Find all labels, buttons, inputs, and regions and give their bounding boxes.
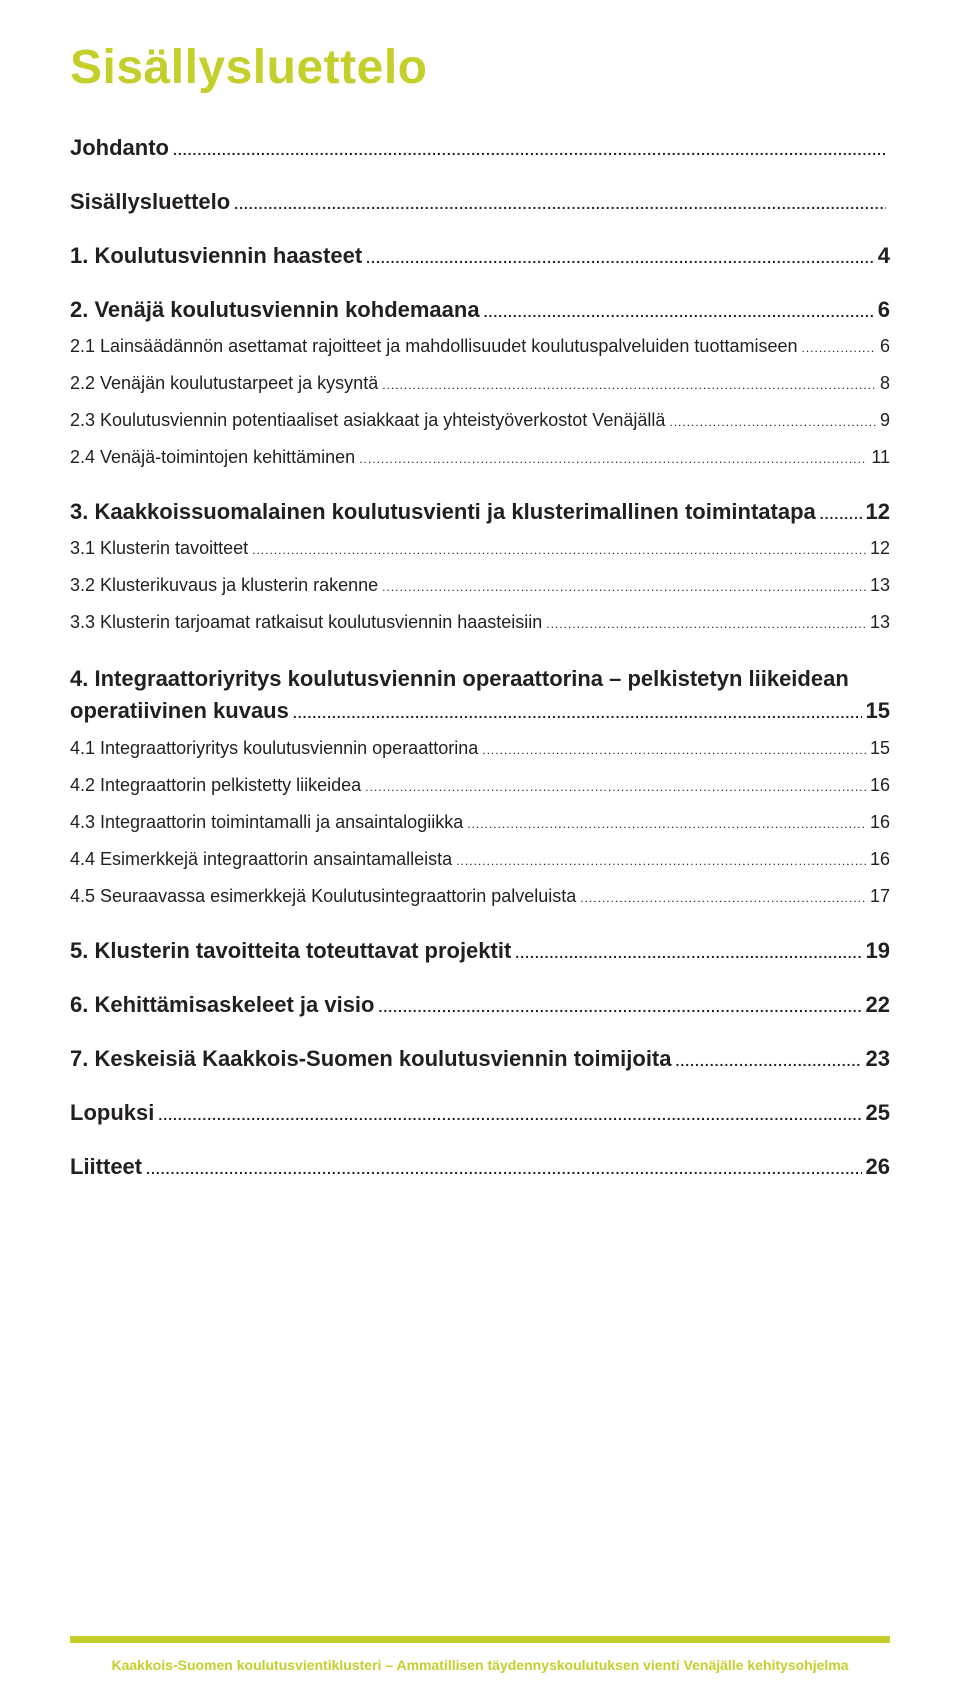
toc-label: 4.2 Integraattorin pelkistetty liikeidea — [70, 772, 361, 799]
toc-label: 3. Kaakkoissuomalainen koulutusvienti ja… — [70, 499, 816, 525]
toc-dots — [365, 772, 866, 799]
toc-page: 4 — [878, 243, 890, 269]
toc-dots — [515, 938, 861, 964]
toc-dots — [820, 499, 862, 525]
toc-page: 6 — [878, 297, 890, 323]
toc-entry: Sisällysluettelo — [70, 189, 890, 215]
toc-entry: 3.2 Klusterikuvaus ja klusterin rakenne 1… — [70, 572, 890, 599]
toc-entry: 2.3 Koulutusviennin potentiaaliset asiak… — [70, 407, 890, 434]
toc-dots — [379, 992, 862, 1018]
toc-entry: 2.2 Venäjän koulutustarpeet ja kysyntä 8 — [70, 370, 890, 397]
toc-label: 4.1 Integraattoriyritys koulutusviennin … — [70, 735, 478, 762]
toc-entry: 4.2 Integraattorin pelkistetty liikeidea… — [70, 772, 890, 799]
toc-page: 8 — [880, 370, 890, 397]
toc-entry: 2.1 Lainsäädännön asettamat rajoitteet j… — [70, 333, 890, 360]
toc-entry: 5. Klusterin tavoitteita toteuttavat pro… — [70, 938, 890, 964]
toc-label: 2.3 Koulutusviennin potentiaaliset asiak… — [70, 407, 665, 434]
toc-dots — [580, 883, 866, 910]
table-of-contents: Johdanto Sisällysluettelo 1. Koulutusvienn… — [70, 135, 890, 1180]
toc-label: 2.1 Lainsäädännön asettamat rajoitteet j… — [70, 333, 798, 360]
toc-page: 26 — [866, 1154, 890, 1180]
toc-page: 16 — [870, 772, 890, 799]
toc-page: 16 — [870, 846, 890, 873]
toc-label: 3.3 Klusterin tarjoamat ratkaisut koulut… — [70, 609, 542, 636]
toc-label: 2.4 Venäjä-toimintojen kehittäminen — [70, 444, 355, 471]
toc-entry: 3.3 Klusterin tarjoamat ratkaisut koulut… — [70, 609, 890, 636]
toc-page: 13 — [870, 609, 890, 636]
toc-entry: 4. Integraattoriyritys koulutusviennin o… — [70, 664, 890, 725]
toc-dots — [366, 243, 874, 269]
toc-page: 23 — [866, 1046, 890, 1072]
toc-label: 4.4 Esimerkkejä integraattorin ansaintam… — [70, 846, 452, 873]
toc-label: 2.2 Venäjän koulutustarpeet ja kysyntä — [70, 370, 378, 397]
toc-label: 5. Klusterin tavoitteita toteuttavat pro… — [70, 938, 511, 964]
toc-dots — [456, 846, 866, 873]
toc-label: 6. Kehittämisaskeleet ja visio — [70, 992, 375, 1018]
toc-dots — [359, 444, 867, 471]
toc-page: 25 — [866, 1100, 890, 1126]
toc-page: 9 — [880, 407, 890, 434]
toc-dots — [802, 333, 876, 360]
toc-page: 6 — [880, 333, 890, 360]
toc-dots — [158, 1100, 861, 1126]
toc-label: 2. Venäjä koulutusviennin kohdemaana — [70, 297, 480, 323]
toc-page: 19 — [866, 938, 890, 964]
toc-entry: 3. Kaakkoissuomalainen koulutusvienti ja… — [70, 499, 890, 525]
toc-entry: 3.1 Klusterin tavoitteet 12 — [70, 535, 890, 562]
toc-label: Lopuksi — [70, 1100, 154, 1126]
toc-page: 13 — [870, 572, 890, 599]
footer-text: Kaakkois-Suomen koulutusvientiklusteri –… — [70, 1657, 890, 1673]
toc-dots — [252, 535, 866, 562]
toc-entry: 4.5 Seuraavassa esimerkkejä Koulutusinte… — [70, 883, 890, 910]
page: Sisällysluettelo Johdanto Sisällysluettel… — [0, 0, 960, 1703]
toc-dots — [482, 735, 866, 762]
toc-page: 15 — [866, 696, 890, 726]
toc-label: 3.1 Klusterin tavoitteet — [70, 535, 248, 562]
toc-entry: 7. Keskeisiä Kaakkois-Suomen koulutusvie… — [70, 1046, 890, 1072]
toc-dots — [467, 809, 866, 836]
toc-label: 4.3 Integraattorin toimintamalli ja ansa… — [70, 809, 463, 836]
toc-entry: Liitteet 26 — [70, 1154, 890, 1180]
toc-dots — [676, 1046, 862, 1072]
toc-dots — [382, 572, 866, 599]
toc-page: 17 — [870, 883, 890, 910]
toc-dots — [146, 1154, 861, 1180]
toc-label: 4. Integraattoriyritys koulutusviennin o… — [70, 664, 890, 694]
toc-dots — [484, 297, 874, 323]
toc-entry: 6. Kehittämisaskeleet ja visio 22 — [70, 992, 890, 1018]
toc-entry: 2.4 Venäjä-toimintojen kehittäminen 11 — [70, 444, 890, 471]
toc-label: operatiivinen kuvaus — [70, 696, 289, 726]
toc-label: 3.2 Klusterikuvaus ja klusterin rakenne — [70, 572, 378, 599]
page-title: Sisällysluettelo — [70, 40, 890, 95]
toc-dots — [293, 696, 862, 726]
toc-label: Liitteet — [70, 1154, 142, 1180]
toc-page: 11 — [871, 444, 890, 471]
toc-page: 15 — [870, 735, 890, 762]
toc-page: 16 — [870, 809, 890, 836]
toc-entry: 4.3 Integraattorin toimintamalli ja ansa… — [70, 809, 890, 836]
toc-label: Johdanto — [70, 135, 169, 161]
toc-label: 4.5 Seuraavassa esimerkkejä Koulutusinte… — [70, 883, 576, 910]
toc-entry: 4.1 Integraattoriyritys koulutusviennin … — [70, 735, 890, 762]
toc-label: 7. Keskeisiä Kaakkois-Suomen koulutusvie… — [70, 1046, 672, 1072]
toc-dots — [234, 189, 886, 215]
toc-dots — [546, 609, 866, 636]
toc-page: 22 — [866, 992, 890, 1018]
toc-label: Sisällysluettelo — [70, 189, 230, 215]
toc-dots — [382, 370, 876, 397]
toc-entry: 2. Venäjä koulutusviennin kohdemaana 6 — [70, 297, 890, 323]
toc-dots — [669, 407, 876, 434]
toc-page: 12 — [866, 499, 890, 525]
footer: Kaakkois-Suomen koulutusvientiklusteri –… — [70, 1636, 890, 1673]
footer-bar — [70, 1636, 890, 1643]
toc-entry: Lopuksi 25 — [70, 1100, 890, 1126]
toc-entry: 4.4 Esimerkkejä integraattorin ansaintam… — [70, 846, 890, 873]
toc-entry: 1. Koulutusviennin haasteet 4 — [70, 243, 890, 269]
toc-entry: Johdanto — [70, 135, 890, 161]
toc-label: 1. Koulutusviennin haasteet — [70, 243, 362, 269]
toc-dots — [173, 135, 886, 161]
toc-page: 12 — [870, 535, 890, 562]
